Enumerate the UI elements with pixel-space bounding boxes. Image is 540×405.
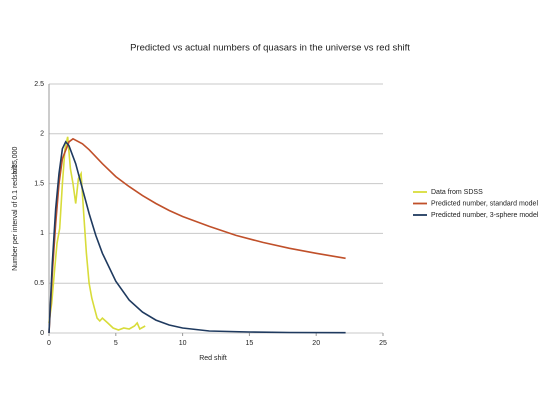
- y-tick-label: 2: [40, 131, 44, 138]
- legend-label: Predicted number, 3-sphere model: [431, 212, 539, 219]
- y-tick-label: 0.5: [34, 280, 44, 287]
- y-unit: x 35,000: [12, 146, 19, 173]
- legend-label: Data from SDSS: [431, 189, 483, 196]
- x-tick-label: 5: [114, 340, 118, 347]
- series-line: [48, 136, 146, 331]
- x-tick-label: 15: [246, 340, 254, 347]
- y-tick-label: 1: [40, 230, 44, 237]
- x-axis-label: Red shift: [199, 355, 227, 362]
- x-tick-label: 20: [312, 340, 320, 347]
- series-line: [48, 137, 346, 334]
- x-tick-label: 10: [179, 340, 187, 347]
- y-tick-label: 2.5: [34, 81, 44, 88]
- y-tick-label: 1.5: [34, 180, 44, 187]
- legend-label: Predicted number, standard model: [431, 200, 538, 207]
- chart-title: Predicted vs actual numbers of quasars i…: [130, 43, 410, 54]
- y-axis-label: Number per interval of 0.1 redshift: [12, 165, 19, 271]
- x-tick-label: 25: [379, 340, 387, 347]
- x-tick-label: 0: [47, 340, 51, 347]
- y-tick-label: 0: [40, 330, 44, 337]
- series-line: [48, 140, 346, 334]
